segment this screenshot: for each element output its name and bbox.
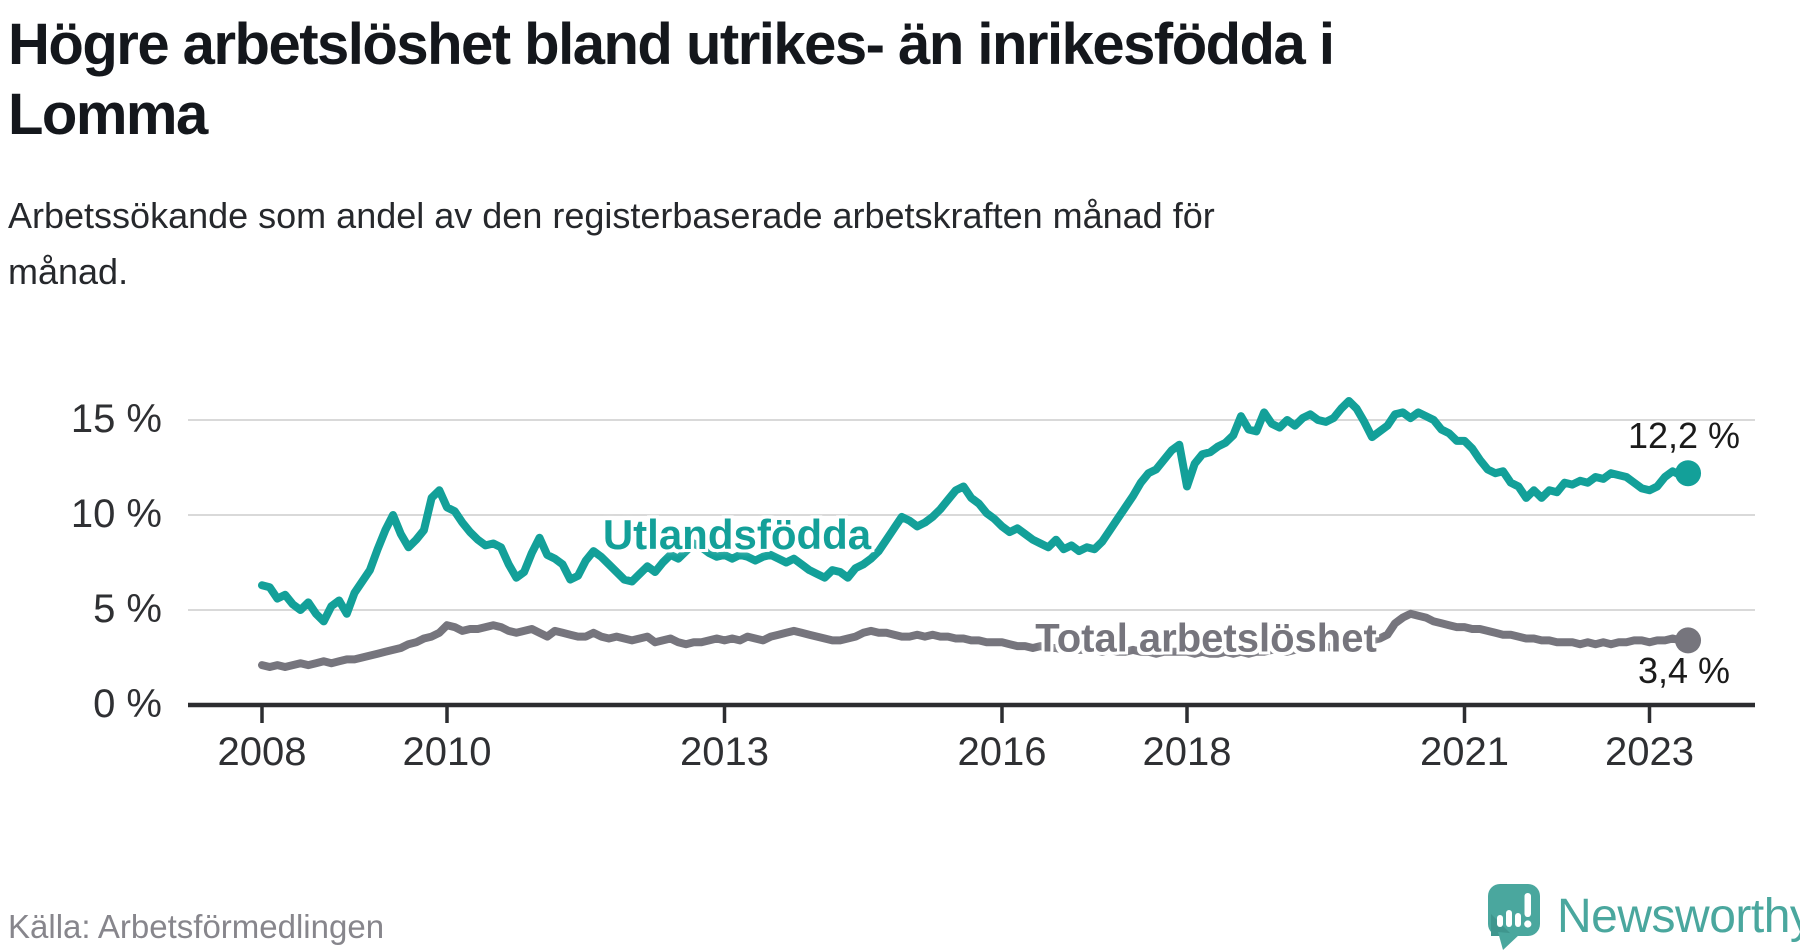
series-line-total-arbetsl-shet	[258, 609, 1692, 671]
chart-subtitle: Arbetssökande som andel av den registerb…	[8, 188, 1215, 300]
y-axis-label-10: 10 %	[70, 492, 162, 536]
newsworthy-speech-bubble-chart-icon	[1488, 884, 1540, 950]
endpoint-dot-total-arbetsl-shet	[1675, 627, 1702, 654]
y-axis-label-0: 0 %	[93, 682, 162, 726]
subtitle-line-2: månad.	[8, 251, 129, 292]
title-line-1: Högre arbetslöshet bland utrikes- än inr…	[8, 12, 1335, 77]
x-axis-label-2010: 2010	[402, 730, 492, 774]
x-axis-label-2021: 2021	[1420, 730, 1509, 774]
y-axis-label-5: 5 %	[93, 587, 162, 631]
x-axis-label-2008: 2008	[217, 730, 307, 774]
series-line-utlandsf-dda	[258, 397, 1692, 626]
title-line-2: Lomma	[8, 82, 208, 147]
endpoint-dot-utlandsf-dda	[1675, 460, 1702, 487]
x-axis-label-2013: 2013	[680, 730, 769, 774]
series-label-total-arbetsl-shet: Total arbetslöshet	[1035, 616, 1377, 661]
x-axis-label-2016: 2016	[957, 730, 1047, 774]
x-axis-label-2018: 2018	[1142, 730, 1232, 774]
end-value-label-utlandsf-dda: 12,2 %	[1627, 415, 1741, 456]
brand-name: Newsworthy	[1557, 890, 1800, 943]
series-label-utlandsf-dda: Utlandsfödda	[602, 511, 872, 558]
x-axis-label-2023: 2023	[1605, 730, 1694, 774]
source-attribution: Källa: Arbetsförmedlingen	[8, 908, 385, 945]
y-axis-label-15: 15 %	[70, 397, 162, 441]
end-value-label-total-arbetsl-shet: 3,4 %	[1637, 650, 1731, 691]
newsworthy-logo: Newsworthy	[1488, 884, 1800, 950]
page-title: Högre arbetslöshet bland utrikes- än inr…	[8, 10, 1335, 150]
subtitle-line-1: Arbetssökande som andel av den registerb…	[8, 195, 1215, 236]
